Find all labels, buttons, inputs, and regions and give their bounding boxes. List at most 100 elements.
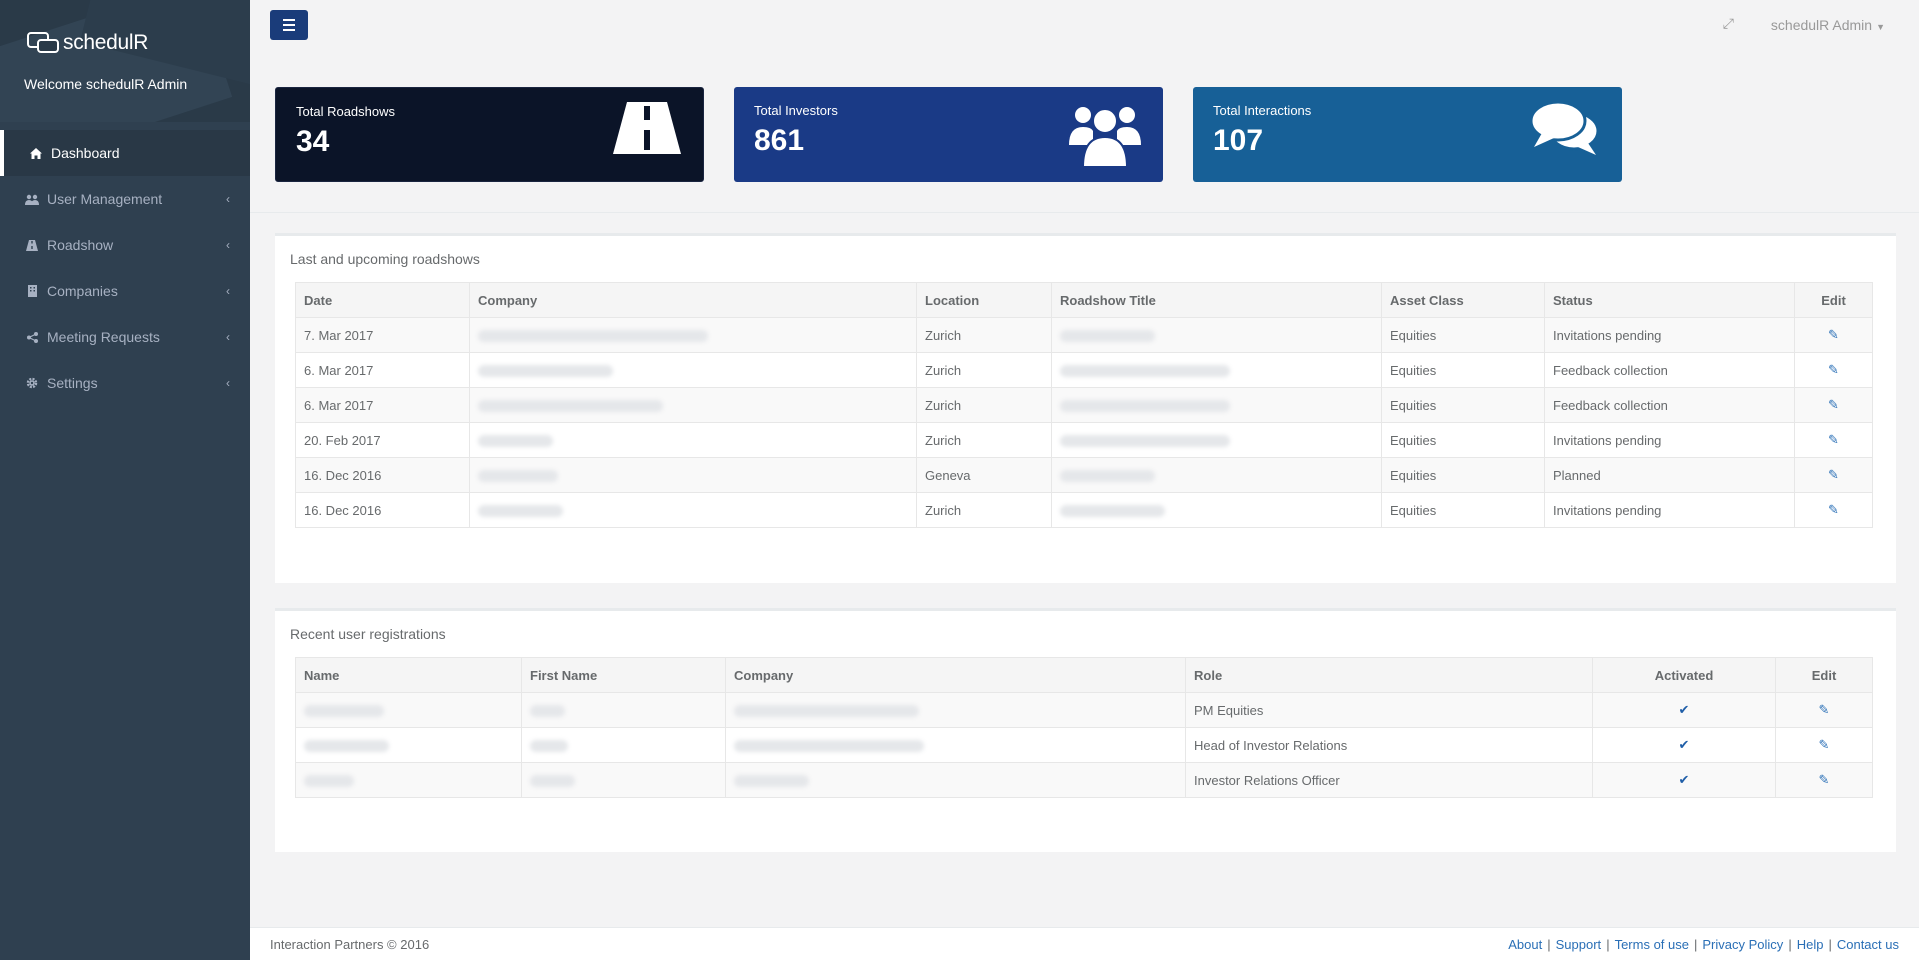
cell-name-redacted — [295, 762, 522, 798]
sidebar-item-companies[interactable]: Companies ‹ — [0, 268, 250, 314]
sidebar: schedulR Welcome schedulR Admin Dashboar… — [0, 0, 250, 960]
roadshows-panel: Last and upcoming roadshows Date Company… — [275, 233, 1896, 583]
table-row[interactable]: Head of Investor Relations ✔ ✎ — [295, 727, 1873, 763]
footer: Interaction Partners © 2016 About | Suppor… — [250, 927, 1919, 960]
cell-activated: ✔ — [1592, 727, 1776, 763]
edit-icon[interactable]: ✎ — [1818, 772, 1830, 787]
cell-location: Geneva — [916, 457, 1052, 493]
registrations-panel: Recent user registrations Name First Nam… — [275, 608, 1896, 852]
cell-role: PM Equities — [1185, 692, 1593, 728]
cell-asset-class: Equities — [1381, 352, 1545, 388]
cell-activated: ✔ — [1592, 692, 1776, 728]
column-header-company[interactable]: Company — [725, 657, 1186, 693]
stat-label: Total Interactions — [1213, 103, 1312, 118]
table-row[interactable]: 20. Feb 2017 Zurich Equities Invitations… — [295, 422, 1873, 458]
building-icon — [25, 285, 39, 297]
home-icon — [29, 147, 43, 159]
sidebar-item-meeting-requests[interactable]: Meeting Requests ‹ — [0, 314, 250, 360]
chevron-left-icon: ‹ — [226, 192, 230, 206]
column-header-date[interactable]: Date — [295, 282, 470, 318]
column-header-role[interactable]: Role — [1185, 657, 1593, 693]
table-row[interactable]: PM Equities ✔ ✎ — [295, 692, 1873, 728]
menu-toggle-button[interactable] — [270, 10, 308, 40]
column-header-status[interactable]: Status — [1544, 282, 1795, 318]
stat-label: Total Investors — [754, 103, 838, 118]
cell-first-name-redacted — [521, 692, 726, 728]
app-name: schedulR — [63, 31, 149, 54]
cell-name-redacted — [295, 692, 522, 728]
column-header-asset-class[interactable]: Asset Class — [1381, 282, 1545, 318]
footer-link-privacy[interactable]: Privacy Policy — [1702, 936, 1784, 952]
cell-edit: ✎ — [1794, 387, 1873, 423]
cell-location: Zurich — [916, 492, 1052, 528]
edit-icon[interactable]: ✎ — [1828, 327, 1839, 342]
edit-icon[interactable]: ✎ — [1828, 362, 1839, 377]
user-menu-dropdown[interactable]: schedulR Admin ▼ — [1771, 17, 1885, 33]
column-header-name[interactable]: Name — [295, 657, 522, 693]
chevron-left-icon: ‹ — [226, 330, 230, 344]
edit-icon[interactable]: ✎ — [1828, 397, 1839, 412]
edit-icon[interactable]: ✎ — [1818, 702, 1830, 717]
footer-links: About | Support | Terms of use | Privacy Polic… — [1508, 936, 1899, 952]
cell-title-redacted — [1051, 352, 1382, 388]
table-row[interactable]: 16. Dec 2016 Zurich Equities Invitations… — [295, 492, 1873, 528]
cell-edit: ✎ — [1775, 762, 1873, 798]
cell-first-name-redacted — [521, 762, 726, 798]
sidebar-item-label: Companies — [47, 283, 118, 299]
sidebar-item-label: User Management — [47, 191, 163, 207]
sidebar-item-user-management[interactable]: User Management ‹ — [0, 176, 250, 222]
column-header-activated[interactable]: Activated — [1592, 657, 1776, 693]
footer-link-support[interactable]: Support — [1555, 936, 1602, 952]
stat-value: 861 — [754, 124, 805, 157]
sidebar-item-roadshow[interactable]: Roadshow ‹ — [0, 222, 250, 268]
edit-icon[interactable]: ✎ — [1828, 432, 1839, 447]
fullscreen-expand-icon[interactable]: ⤢ — [1722, 15, 1734, 31]
table-row[interactable]: 16. Dec 2016 Geneva Equities Planned ✎ — [295, 457, 1873, 493]
stat-card-roadshows: Total Roadshows 34 — [275, 87, 704, 182]
cell-asset-class: Equities — [1381, 317, 1545, 353]
footer-link-about[interactable]: About — [1508, 936, 1543, 952]
cell-company-redacted — [725, 727, 1186, 763]
chevron-left-icon: ‹ — [226, 238, 230, 252]
caret-down-icon: ▼ — [1876, 22, 1885, 32]
sidebar-header: schedulR Welcome schedulR Admin — [0, 0, 250, 122]
cell-company-redacted — [469, 422, 917, 458]
cell-first-name-redacted — [521, 727, 726, 763]
cell-location: Zurich — [916, 387, 1052, 423]
cell-asset-class: Equities — [1381, 492, 1545, 528]
footer-link-help[interactable]: Help — [1796, 936, 1824, 952]
table-row[interactable]: 6. Mar 2017 Zurich Equities Feedback col… — [295, 352, 1873, 388]
sidebar-item-settings[interactable]: Settings ‹ — [0, 360, 250, 406]
edit-icon[interactable]: ✎ — [1828, 467, 1839, 482]
cell-date: 6. Mar 2017 — [295, 387, 470, 423]
cell-status: Invitations pending — [1544, 422, 1795, 458]
column-header-first-name[interactable]: First Name — [521, 657, 726, 693]
welcome-text: Welcome schedulR Admin — [24, 76, 188, 92]
road-icon — [613, 102, 681, 157]
column-header-location[interactable]: Location — [916, 282, 1052, 318]
cell-name-redacted — [295, 727, 522, 763]
sidebar-item-dashboard[interactable]: Dashboard — [0, 130, 250, 176]
column-header-edit: Edit — [1775, 657, 1873, 693]
chevron-left-icon: ‹ — [226, 376, 230, 390]
table-row[interactable]: Investor Relations Officer ✔ ✎ — [295, 762, 1873, 798]
table-row[interactable]: 7. Mar 2017 Zurich Equities Invitations … — [295, 317, 1873, 353]
app-logo[interactable]: schedulR — [25, 30, 250, 56]
edit-icon[interactable]: ✎ — [1818, 737, 1830, 752]
stat-label: Total Roadshows — [296, 104, 395, 119]
cell-title-redacted — [1051, 492, 1382, 528]
table-row[interactable]: 6. Mar 2017 Zurich Equities Feedback col… — [295, 387, 1873, 423]
roadshows-table: Date Company Location Roadshow Title Ass… — [295, 282, 1873, 528]
cell-role: Head of Investor Relations — [1185, 727, 1593, 763]
footer-link-terms[interactable]: Terms of use — [1614, 936, 1689, 952]
cell-company-redacted — [469, 352, 917, 388]
edit-icon[interactable]: ✎ — [1828, 502, 1839, 517]
footer-link-contact[interactable]: Contact us — [1836, 936, 1899, 952]
sidebar-item-label: Meeting Requests — [47, 329, 160, 345]
column-header-roadshow-title[interactable]: Roadshow Title — [1051, 282, 1382, 318]
cell-title-redacted — [1051, 457, 1382, 493]
cell-date: 7. Mar 2017 — [295, 317, 470, 353]
cell-date: 6. Mar 2017 — [295, 352, 470, 388]
column-header-company[interactable]: Company — [469, 282, 917, 318]
column-header-edit: Edit — [1794, 282, 1873, 318]
